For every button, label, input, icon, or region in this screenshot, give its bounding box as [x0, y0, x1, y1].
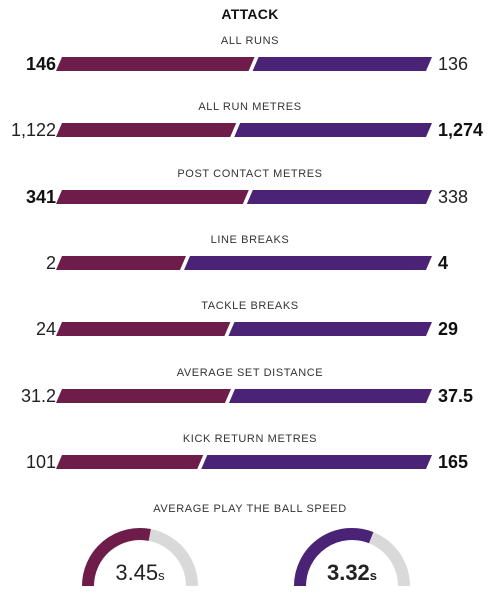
- section-title: ATTACK: [221, 6, 279, 22]
- home-gauge-fill: [82, 528, 151, 587]
- home-speed-number: 3.45: [115, 560, 159, 585]
- away-value: 338: [438, 187, 469, 207]
- home-bar: [56, 389, 231, 403]
- stat-row: LINE BREAKS 2 4: [0, 234, 500, 294]
- stat-label: KICK RETURN METRES: [182, 433, 318, 445]
- home-value: 146: [25, 54, 56, 74]
- home-value: 341: [25, 187, 56, 207]
- away-value: 165: [438, 452, 469, 472]
- away-value: 37.5: [438, 386, 474, 406]
- stat-label: TACKLE BREAKS: [201, 300, 299, 312]
- play-the-ball-label: AVERAGE PLAY THE BALL SPEED: [153, 503, 347, 515]
- away-value: 4: [438, 253, 449, 273]
- away-value: 136: [438, 54, 469, 74]
- home-value: 101: [25, 452, 56, 472]
- away-value: 29: [438, 319, 459, 339]
- away-speed-number: 3.32: [326, 560, 370, 585]
- away-speed-value: 3.32s: [282, 560, 422, 586]
- stat-row: TACKLE BREAKS 24 29: [0, 300, 500, 360]
- stat-row: AVERAGE SET DISTANCE 31.2 37.5: [0, 367, 500, 427]
- home-speed-value: 3.45s: [70, 560, 210, 586]
- away-speed-unit: s: [369, 568, 378, 583]
- stat-label: AVERAGE SET DISTANCE: [176, 367, 324, 379]
- away-speed-gauge: 3.32s: [282, 520, 422, 600]
- stat-row: POST CONTACT METRES 341 338: [0, 168, 500, 228]
- stat-bar: [56, 57, 432, 71]
- stat-label: ALL RUNS: [220, 35, 280, 47]
- stat-row: ALL RUN METRES 1,122 1,274: [0, 101, 500, 161]
- home-bar: [56, 57, 255, 71]
- home-speed-gauge: 3.45s: [70, 520, 210, 600]
- home-value: 2: [45, 253, 56, 273]
- away-bar: [252, 57, 432, 71]
- home-bar: [56, 256, 186, 270]
- home-speed-unit: s: [158, 568, 165, 583]
- stat-row: ALL RUNS 146 136: [0, 35, 500, 95]
- stat-bar: [56, 455, 432, 469]
- stat-bar: [56, 389, 432, 403]
- stat-bar: [56, 322, 432, 336]
- home-bar: [56, 455, 204, 469]
- home-value: 1,122: [10, 120, 56, 140]
- home-bar: [56, 190, 249, 204]
- away-bar: [201, 455, 432, 469]
- away-gauge-svg: [294, 528, 410, 587]
- stat-bar: [56, 256, 432, 270]
- stat-bar: [56, 190, 432, 204]
- away-gauge-fill: [294, 528, 374, 587]
- stat-bar: [56, 123, 432, 137]
- home-value: 24: [35, 319, 56, 339]
- away-bar: [184, 256, 432, 270]
- home-bar: [56, 123, 237, 137]
- home-bar: [56, 322, 231, 336]
- away-value: 1,274: [438, 120, 484, 140]
- stat-label: POST CONTACT METRES: [177, 168, 323, 180]
- stat-label: ALL RUN METRES: [198, 101, 302, 113]
- away-bar: [246, 190, 432, 204]
- away-bar: [228, 389, 432, 403]
- away-bar: [228, 322, 432, 336]
- home-gauge-svg: [82, 528, 198, 587]
- home-value: 31.2: [20, 386, 56, 406]
- stat-row: KICK RETURN METRES 101 165: [0, 433, 500, 493]
- stat-label: LINE BREAKS: [210, 234, 290, 246]
- away-bar: [234, 123, 432, 137]
